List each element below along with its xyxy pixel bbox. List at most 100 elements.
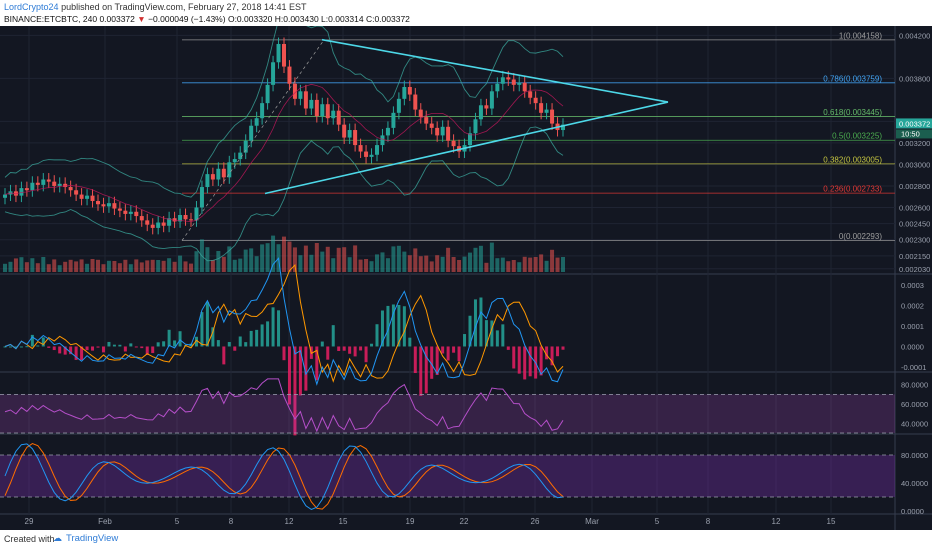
macd-tick-label: -0.0001 [901, 363, 926, 372]
candle-body [429, 123, 434, 128]
candle-body [413, 94, 418, 110]
volume-bar [413, 248, 418, 272]
fib-level-label: 0.236(0.002733) [823, 185, 882, 194]
fib-trend-line [181, 39, 325, 241]
macd-hist-bar [523, 346, 527, 380]
macd-hist-bar [331, 325, 335, 347]
candle-body [112, 203, 117, 209]
macd-hist-bar [91, 346, 95, 351]
macd-hist-bar [69, 346, 73, 355]
candle-body [517, 82, 522, 85]
volume-bar [402, 251, 407, 272]
volume-bar [52, 259, 57, 272]
candle-body [511, 79, 516, 85]
macd-hist-bar [364, 346, 368, 363]
candle-body [101, 204, 106, 207]
candle-body [57, 183, 62, 186]
macd-hist-bar [233, 346, 237, 351]
candle-body [238, 152, 243, 160]
candle-body [402, 87, 407, 99]
candle-body [276, 43, 281, 63]
macd-hist-bar [255, 329, 259, 347]
candle-body [172, 218, 177, 222]
volume-bar [309, 254, 314, 272]
macd-hist-bar [287, 346, 291, 405]
candle-body [24, 188, 29, 191]
macd-hist-bar [36, 345, 40, 347]
macd-hist-bar [397, 304, 401, 347]
volume-bar [260, 244, 265, 272]
price-tick-label: 0.002450 [899, 220, 930, 229]
candle-body [123, 210, 128, 214]
volume-bar [112, 261, 117, 272]
volume-bar [457, 260, 462, 272]
volume-bar [227, 246, 232, 272]
rsi-tick-label: 60.0000 [901, 400, 928, 409]
volume-bar [446, 247, 451, 272]
macd-hist-bar [556, 346, 560, 357]
candle-body [227, 162, 232, 178]
candle-body [254, 118, 259, 126]
candle-body [539, 103, 544, 113]
stoch-tick-label: 80.0000 [901, 451, 928, 460]
macd-hist-bar [463, 334, 467, 347]
macd-hist-bar [216, 340, 220, 347]
ohlc-values: O:0.003320 H:0.003430 L:0.003314 C:0.003… [227, 14, 410, 24]
down-arrow-icon: ▼ [137, 14, 146, 24]
volume-bar [254, 256, 259, 272]
price-tick-label: 0.002150 [899, 252, 930, 261]
volume-bar [500, 257, 505, 272]
candle-body [468, 133, 472, 146]
macd-hist-bar [298, 346, 302, 396]
x-tick-label: 22 [460, 517, 469, 526]
candle-body [550, 109, 555, 124]
macd-hist-bar [30, 334, 34, 347]
x-tick-label: 15 [339, 517, 348, 526]
volume-bar [19, 257, 24, 272]
author-link[interactable]: LordCrypto24 [4, 2, 59, 12]
candle-body [347, 130, 352, 138]
chart-svg[interactable]: 0.0042000.0038000.0034000.0032000.003000… [0, 11, 932, 530]
price-tick-label: 0.002030 [899, 265, 930, 274]
candle-body [287, 66, 292, 84]
volume-bar [539, 254, 544, 272]
candle-body [391, 112, 396, 128]
macd-hist-bar [370, 343, 374, 347]
candle-body [440, 126, 445, 136]
macd-hist-bar [162, 341, 166, 347]
candle-body [145, 220, 150, 225]
candle-body [90, 195, 95, 202]
volume-bar [123, 259, 128, 272]
tradingview-brand[interactable]: TradingView [66, 533, 119, 544]
macd-signal-line [4, 263, 564, 383]
fib-level-label: 0(0.002293) [839, 232, 882, 241]
macd-hist-bar [74, 346, 78, 360]
candle-body [216, 168, 221, 180]
macd-hist-bar [222, 346, 226, 365]
volume-bar [424, 255, 429, 272]
macd-hist-bar [123, 346, 127, 352]
macd-hist-bar [107, 341, 111, 347]
volume-bar [561, 257, 565, 272]
macd-hist-bar [118, 344, 122, 347]
candle-body [3, 194, 7, 198]
macd-tick-label: 0.0003 [901, 281, 924, 290]
volume-bar [24, 262, 29, 272]
volume-bar [511, 260, 516, 272]
chart-area[interactable]: 0.0042000.0038000.0034000.0032000.003000… [0, 11, 932, 530]
fib-level-label: 1(0.004158) [839, 31, 882, 40]
volume-bar [391, 246, 396, 272]
candle-body [19, 188, 24, 196]
macd-hist-bar [435, 346, 439, 375]
macd-hist-bar [457, 346, 461, 362]
volume-bar [30, 258, 35, 272]
macd-hist-bar [391, 304, 395, 347]
macd-hist-bar [561, 346, 565, 350]
macd-tick-label: 0.0000 [901, 342, 924, 351]
volume-bar [375, 254, 379, 272]
candle-body [418, 109, 423, 118]
candle-body [117, 208, 122, 211]
volume-bar [117, 263, 122, 272]
bollinger-basis [4, 83, 564, 222]
volume-bar [139, 262, 144, 272]
